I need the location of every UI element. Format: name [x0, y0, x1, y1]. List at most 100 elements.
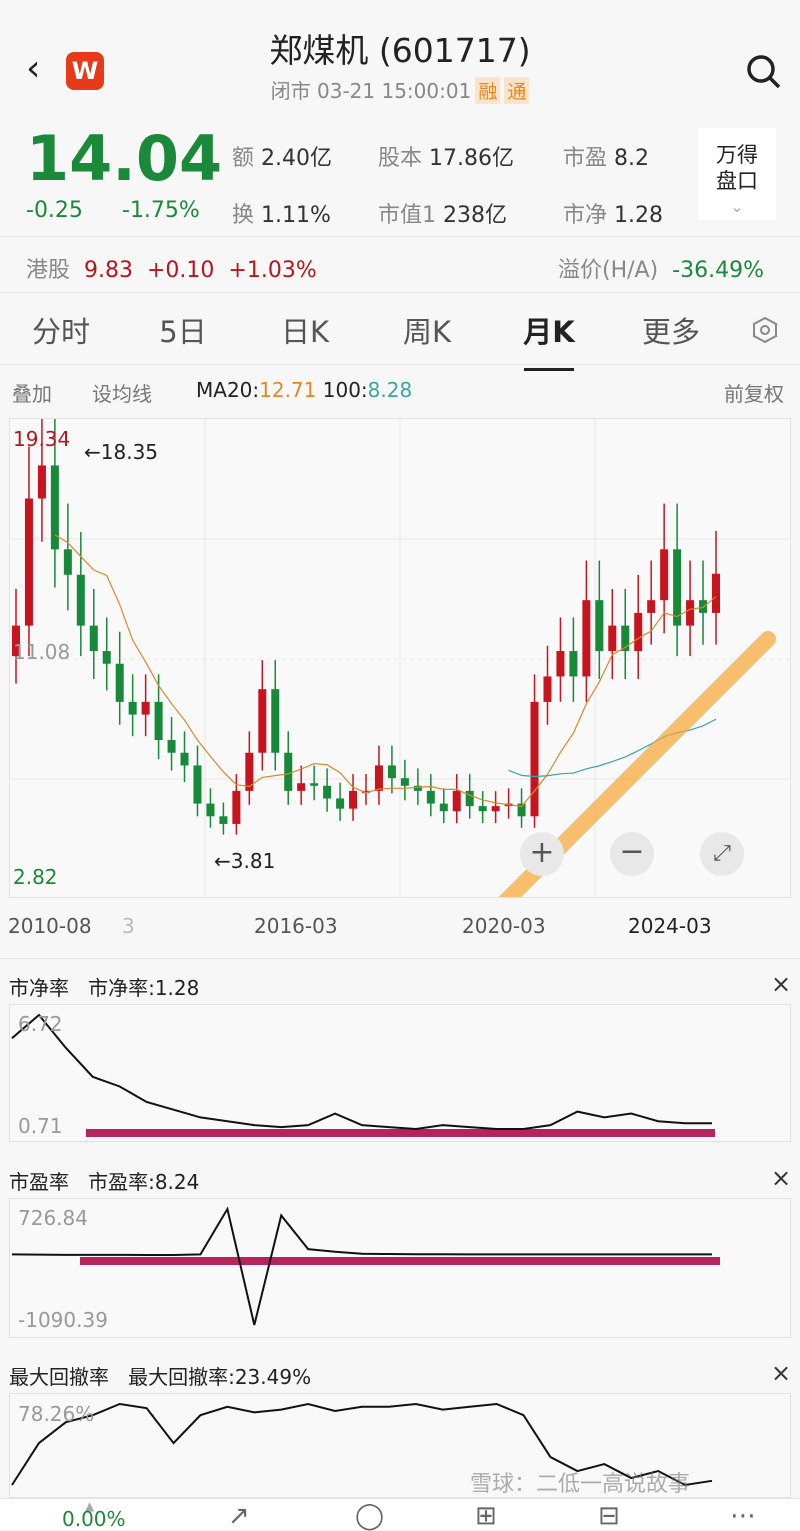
candle-body	[102, 651, 111, 664]
candle-body	[712, 573, 720, 613]
candle-body	[595, 600, 604, 652]
candle-body	[349, 790, 358, 809]
status-text: 闭市 03-21 15:00:01	[270, 79, 472, 103]
max-annotation: ←18.35	[84, 440, 159, 464]
overlay-button[interactable]: 叠加	[12, 382, 52, 406]
candle-body	[374, 765, 383, 791]
zoom-out-button[interactable]: −	[610, 832, 654, 876]
close-pe-icon[interactable]: ×	[771, 1164, 792, 1192]
candle-body	[608, 625, 617, 652]
candle-body	[556, 651, 565, 677]
wind-button-label: 万得 盘口	[716, 143, 758, 193]
candle-body	[413, 785, 422, 791]
candle-body	[660, 549, 669, 601]
x-label: 2010-08	[8, 914, 92, 938]
candle-body	[439, 803, 448, 812]
tab-5day[interactable]: 5日	[159, 315, 207, 349]
candle-body	[12, 625, 20, 657]
x-label: 2020-03	[462, 914, 546, 938]
alert-icon[interactable]: ◯	[355, 1501, 385, 1531]
candle-body	[362, 790, 370, 793]
candle-body	[297, 783, 306, 791]
candle-body	[673, 549, 682, 626]
candle-body	[206, 803, 215, 817]
chevron-down-icon: ⌄	[730, 197, 744, 216]
tab-weekly[interactable]: 周K	[402, 315, 452, 349]
x-label: 2016-03	[254, 914, 338, 938]
candle-body	[478, 806, 487, 812]
candle-body	[569, 651, 578, 677]
candle-body	[180, 752, 189, 766]
dd-title: 最大回撤率 最大回撤率:23.49%	[9, 1365, 312, 1389]
adjust-button[interactable]: 前复权	[724, 382, 784, 406]
price-change-pct: -1.75%	[122, 198, 200, 223]
ma-setting-button[interactable]: 设均线	[92, 382, 152, 406]
price-change: -0.25	[26, 198, 83, 223]
candle-body	[387, 765, 396, 779]
divider	[0, 292, 800, 293]
settings-icon[interactable]	[750, 315, 780, 345]
quote-mktcap: 市值1 238亿	[378, 203, 507, 228]
candle-body	[621, 625, 630, 652]
candle-body	[634, 612, 643, 652]
candle-body	[686, 600, 695, 626]
candle-body	[219, 816, 228, 824]
candle-body	[465, 790, 474, 807]
wind-panel-button[interactable]: 万得 盘口 ⌄	[698, 128, 776, 220]
note-icon[interactable]: ⊟	[598, 1501, 620, 1531]
hk-quote[interactable]: 港股 9.83 +0.10 +1.03%	[26, 258, 317, 283]
candle-body	[517, 803, 526, 817]
pe-title: 市盈率 市盈率:8.24	[9, 1170, 200, 1194]
tab-monthly[interactable]: 月K	[488, 309, 610, 371]
candle-body	[491, 806, 500, 812]
divider	[0, 236, 800, 237]
indicator-line	[11, 1402, 713, 1487]
fullscreen-icon[interactable]: ⤢	[700, 832, 744, 876]
y-min-label: 2.82	[13, 865, 58, 889]
market-status: 闭市 03-21 15:00:01 融通	[0, 75, 800, 104]
quote-pe: 市盈 8.2	[563, 146, 650, 171]
wind-logo[interactable]: W	[66, 52, 104, 90]
stock-title: 郑煤机 (601717)	[269, 31, 531, 70]
pb-top: 6.72	[18, 1012, 63, 1036]
bottom-bar: ▲ 0.00% ↗ ◯ ⊞ ⊟ ⋯	[0, 1498, 800, 1531]
back-button[interactable]: ‹	[26, 48, 41, 89]
candle-body	[37, 465, 46, 499]
candle-body	[167, 740, 176, 753]
divider	[0, 364, 800, 365]
y-mid-label: 11.08	[13, 640, 71, 664]
kline-chart[interactable]	[9, 409, 791, 923]
divider	[0, 958, 800, 959]
candle-body	[245, 752, 254, 791]
search-icon[interactable]	[744, 52, 782, 90]
candle-body	[154, 701, 163, 741]
watermark: 雪球：二低一高说故事	[470, 1472, 691, 1497]
x-label: 2024-03	[628, 914, 712, 938]
tab-intraday[interactable]: 分时	[31, 315, 90, 349]
pb-chart	[9, 1004, 791, 1142]
dd-chart	[9, 1393, 791, 1498]
pe-chart	[9, 1198, 791, 1338]
candle-body	[543, 676, 552, 702]
tab-daily[interactable]: 日K	[280, 315, 330, 349]
pb-title: 市净率 市净率:1.28	[9, 976, 200, 1000]
x-label: 3	[122, 914, 135, 938]
candle-body	[63, 549, 72, 575]
current-price: 14.04	[26, 122, 223, 195]
candle-body	[426, 790, 435, 804]
share-icon[interactable]: ↗	[228, 1501, 250, 1531]
add-watchlist-icon[interactable]: ⊞	[475, 1501, 497, 1531]
candle-body	[336, 798, 345, 809]
tab-more[interactable]: 更多	[641, 315, 700, 349]
quote-shares: 股本 17.86亿	[378, 146, 514, 171]
close-dd-icon[interactable]: ×	[771, 1359, 792, 1387]
more-icon[interactable]: ⋯	[730, 1501, 756, 1531]
candle-body	[323, 785, 332, 799]
candle-body	[76, 574, 85, 626]
candle-body	[530, 701, 539, 817]
period-tabs: 分时 5日 日K 周K 月K 更多	[0, 296, 800, 371]
zoom-in-button[interactable]: +	[520, 832, 564, 876]
close-pb-icon[interactable]: ×	[771, 970, 792, 998]
candle-body	[271, 689, 280, 753]
candle-body	[699, 600, 708, 613]
